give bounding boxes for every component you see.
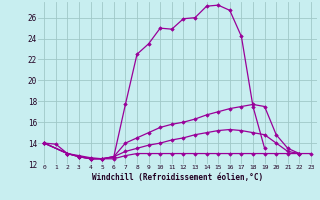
X-axis label: Windchill (Refroidissement éolien,°C): Windchill (Refroidissement éolien,°C) bbox=[92, 173, 263, 182]
